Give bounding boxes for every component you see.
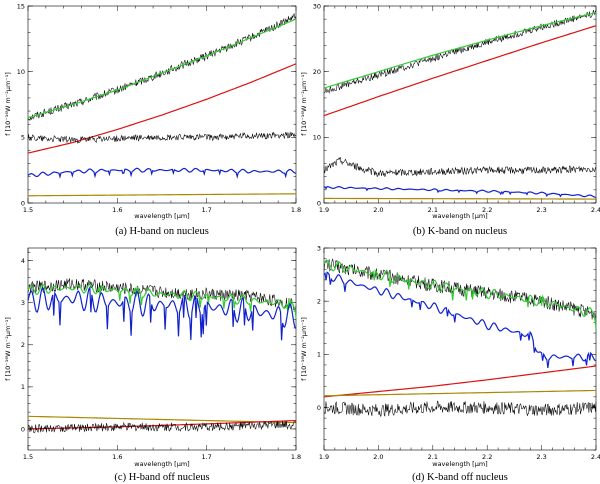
- y-axis-title: f [10⁻¹⁶W m⁻²μm⁻¹]: [300, 317, 308, 381]
- x-tick-label: 1.6: [112, 206, 122, 214]
- plot-frame: [27, 247, 297, 451]
- x-tick-label: 2.1: [428, 453, 438, 461]
- x-tick-label: 1.6: [112, 453, 122, 461]
- series-observed: [323, 9, 597, 94]
- y-tick-label: 1: [21, 383, 25, 391]
- y-tick-label: 10: [17, 68, 25, 76]
- plot-frame: [27, 5, 297, 204]
- x-tick-label: 1.5: [23, 206, 33, 214]
- panel-k-band-on-nucleus: 1.9 2.0 2.1 2.2 2.3 2.4 0 10 20 30 wavelength [μm…: [300, 2, 600, 237]
- y-tick-label: 2: [21, 341, 25, 349]
- y-tick-label: 0: [317, 199, 321, 207]
- panel-caption: (c) H-band off nucleus: [114, 472, 209, 483]
- x-tick-label: 1.7: [201, 206, 211, 214]
- plot-frame: [323, 247, 597, 451]
- y-tick-label: 0: [21, 425, 25, 433]
- panel-k-band-off-nucleus: 1.9 2.0 2.1 2.2 2.3 2.4 0 1 2 3 wavelength [μm] f…: [300, 244, 600, 483]
- y-tick-label: 15: [17, 2, 25, 10]
- y-tick-label: 20: [313, 68, 321, 76]
- series-stellar: [27, 285, 297, 341]
- y-tick-label: 30: [313, 2, 321, 10]
- x-tick-label: 2.0: [373, 206, 383, 214]
- y-tick-label: 1: [317, 351, 321, 359]
- x-tick-label: 2.3: [536, 206, 546, 214]
- series-power-law: [323, 197, 597, 200]
- series-power-law: [27, 193, 297, 197]
- panel-caption: (a) H-band on nucleus: [115, 226, 209, 237]
- y-tick-label: 3: [21, 299, 25, 307]
- series-residual: [27, 421, 297, 434]
- series-hot-dust: [323, 25, 597, 117]
- y-axis-title: f [10⁻¹⁶W m⁻²μm⁻¹]: [4, 317, 12, 381]
- x-tick-label: 2.3: [536, 453, 546, 461]
- x-axis-title: wavelength [μm]: [432, 212, 487, 220]
- x-tick-label: 1.8: [291, 453, 301, 461]
- x-tick-label: 2.0: [373, 453, 383, 461]
- series-hot-dust: [27, 63, 297, 154]
- y-axis-title: f [10⁻¹⁶W m⁻²μm⁻¹]: [300, 72, 308, 136]
- x-tick-label: 2.2: [482, 206, 492, 214]
- series-stellar: [323, 271, 597, 368]
- panel-caption: (b) K-band on nucleus: [413, 226, 507, 237]
- y-tick-label: 4: [21, 257, 25, 265]
- panel-h-band-off-nucleus: 1.5 1.6 1.7 1.8 0 1 2 3 4 wavelength [μm] f [10⁻…: [4, 247, 301, 483]
- x-tick-label: 1.9: [319, 453, 329, 461]
- plot-frame: [323, 5, 597, 204]
- x-axis-title: wavelength [μm]: [432, 460, 487, 468]
- x-tick-label: 1.7: [201, 453, 211, 461]
- series-observed: [27, 12, 297, 122]
- y-tick-label: 3: [317, 244, 321, 252]
- y-tick-label: 2: [317, 297, 321, 305]
- series-fit: [323, 259, 597, 329]
- series-fit: [27, 18, 297, 119]
- series-residual: [323, 400, 597, 417]
- x-tick-label: 2.4: [591, 453, 600, 461]
- y-tick-label: 10: [313, 134, 321, 142]
- x-axis-title: wavelength [μm]: [134, 212, 189, 220]
- y-tick-label: 0: [21, 199, 25, 207]
- series-fit: [323, 11, 597, 89]
- series-stellar: [323, 185, 597, 198]
- series-observed: [323, 258, 597, 321]
- x-tick-label: 2.1: [428, 206, 438, 214]
- series-stellar: [27, 167, 297, 179]
- y-axis-title: f [10⁻¹⁶W m⁻²μm⁻¹]: [4, 72, 12, 136]
- panel-caption: (d) K-band off nucleus: [412, 472, 508, 483]
- y-tick-label: 5: [21, 134, 25, 142]
- x-axis-title: wavelength [μm]: [134, 460, 189, 468]
- x-tick-label: 1.8: [291, 206, 301, 214]
- series-fit: [27, 282, 297, 319]
- series-power-law: [323, 389, 597, 397]
- y-tick-label: 0: [317, 404, 321, 412]
- x-tick-label: 2.4: [591, 206, 600, 214]
- series-residual: [323, 156, 597, 178]
- series-hot-dust: [323, 365, 597, 398]
- x-tick-label: 1.9: [319, 206, 329, 214]
- series-observed: [27, 278, 297, 312]
- x-tick-label: 1.5: [23, 453, 33, 461]
- series-residual: [27, 131, 297, 145]
- series-power-law: [27, 415, 297, 424]
- x-tick-label: 2.2: [482, 453, 492, 461]
- panel-h-band-on-nucleus: 1.5 1.6 1.7 1.8 0 5 10 15 wavelength [μm] f [10…: [4, 2, 301, 237]
